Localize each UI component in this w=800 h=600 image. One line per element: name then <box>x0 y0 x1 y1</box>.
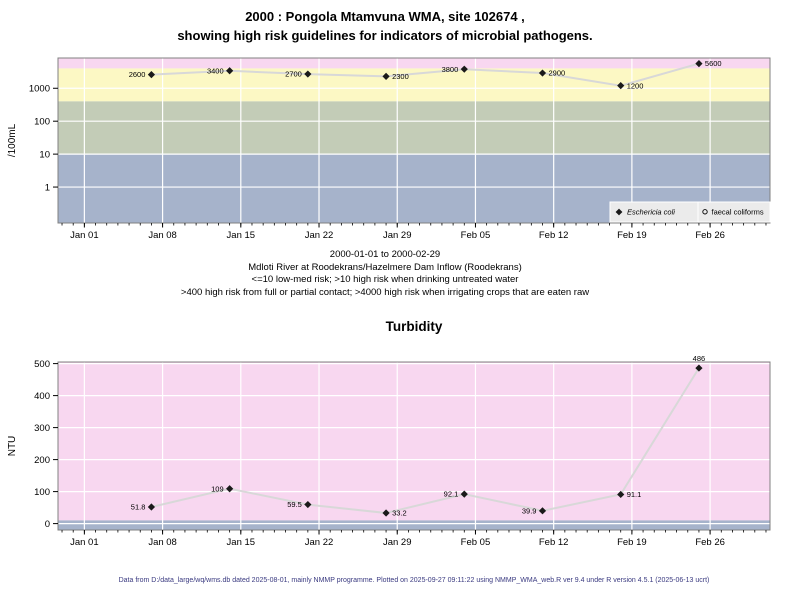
ecoli-marker-icon <box>615 208 623 216</box>
y-tick-label: 200 <box>34 455 50 466</box>
x-tick-label: Feb 26 <box>695 537 725 548</box>
data-point <box>304 500 312 509</box>
y-tick-label: 0 <box>45 519 50 530</box>
turbidity-chart: 51.8 109 59.5 33.2 92.1 39.9 91.1 486 Jan 01 Jan … <box>7 354 771 548</box>
y-tick-label: 500 <box>34 359 50 370</box>
data-point <box>538 507 547 515</box>
data-point <box>226 485 234 493</box>
data-point-label: 2600 <box>129 70 146 79</box>
data-point-label: 109 <box>211 484 224 493</box>
data-point-label: 33.2 <box>392 509 407 518</box>
data-point-label: 5600 <box>705 59 722 68</box>
y-axis-label: NTU <box>7 436 18 457</box>
x-tick-label: Jan 08 <box>148 230 177 241</box>
caption-risk-line-2: >400 high risk from full or partial cont… <box>180 286 590 298</box>
x-tick-label: Jan 22 <box>305 230 334 241</box>
x-tick-label: Feb 12 <box>539 230 569 241</box>
guideline-band <box>58 101 770 155</box>
data-point-label: 3400 <box>207 66 224 75</box>
y-tick-label: 100 <box>34 116 50 127</box>
y-tick-label: 10 <box>39 149 50 160</box>
y-tick-label: 100 <box>34 487 50 498</box>
microbial-chart: 2600 3400 2700 2300 3800 2900 1200 5600 Jan 01 Ja… <box>7 57 771 241</box>
x-tick-label: Feb 05 <box>461 537 491 548</box>
data-point-label: 39.9 <box>522 506 537 515</box>
data-point-label: 2900 <box>548 69 565 78</box>
plot-border <box>57 361 771 531</box>
data-point-label: 486 <box>693 354 706 363</box>
data-point-label: 2700 <box>285 70 302 79</box>
caption-risk-line-1: <=10 low-med risk; >10 high risk when dr… <box>251 274 519 286</box>
y-tick-label: 1000 <box>29 84 50 95</box>
title-line-2: showing high risk guidelines for indicat… <box>177 28 593 43</box>
data-point <box>304 70 312 78</box>
data-point-label: 51.8 <box>131 503 146 512</box>
plot-border <box>57 57 771 224</box>
data-point <box>695 60 703 68</box>
x-tick-label: Jan 29 <box>383 537 412 548</box>
guideline-band <box>58 520 770 530</box>
data-point <box>382 509 390 517</box>
y-tick-label: 300 <box>34 423 50 434</box>
data-point <box>617 490 625 499</box>
guideline-band <box>58 362 770 521</box>
legend-label-faecal-coliforms: faecal coliforms <box>712 208 764 217</box>
data-point-label: 3800 <box>442 65 459 74</box>
y-tick-label: 1 <box>45 182 50 193</box>
x-tick-label: Jan 15 <box>227 230 256 241</box>
legend-label-ecoli: Eschericia coli <box>627 208 675 217</box>
data-point <box>147 71 156 79</box>
x-tick-label: Feb 19 <box>617 230 647 241</box>
page-title: 2000 : Pongola Mtamvuna WMA, site 102674… <box>0 7 770 45</box>
x-tick-label: Feb 26 <box>695 230 725 241</box>
footer-provenance-text: Data from D:/data_large/wq/wms.db dated … <box>118 577 710 584</box>
data-point <box>382 72 390 80</box>
data-point-label: 92.1 <box>444 490 459 499</box>
y-axis-label: /100mL <box>7 123 18 157</box>
data-point-label: 59.5 <box>287 500 302 509</box>
series-line <box>151 62 700 87</box>
y-tick-label: 400 <box>34 391 50 402</box>
series-line <box>151 367 700 515</box>
faecal-coliforms-marker-icon <box>702 209 708 215</box>
caption-date-range: 2000-01-01 to 2000-02-29 <box>329 249 441 260</box>
data-point-label: 2300 <box>392 72 409 81</box>
data-point <box>617 82 625 90</box>
guideline-band <box>58 58 770 69</box>
data-point-label: 91.1 <box>627 490 642 499</box>
microbial-chart-caption: 2000-01-01 to 2000-02-29 Mdloti River at… <box>0 249 770 299</box>
data-point <box>460 490 468 498</box>
x-tick-label: Jan 29 <box>383 230 412 241</box>
x-tick-label: Jan 08 <box>148 537 177 548</box>
data-point <box>226 67 234 75</box>
x-tick-label: Feb 12 <box>539 537 569 548</box>
caption-site-name: Mdloti River at Roodekrans/Hazelmere Dam… <box>248 261 522 273</box>
data-point <box>460 65 468 73</box>
legend-box <box>609 201 771 223</box>
data-point-label: 1200 <box>627 81 644 90</box>
x-tick-label: Jan 01 <box>70 537 99 548</box>
title-line-1: 2000 : Pongola Mtamvuna WMA, site 102674… <box>245 9 525 24</box>
data-point <box>147 503 156 511</box>
legend: Eschericia coli faecal coliforms <box>609 201 771 223</box>
x-tick-label: Jan 01 <box>70 230 99 241</box>
data-point <box>695 364 703 372</box>
x-tick-label: Feb 05 <box>461 230 491 241</box>
x-tick-label: Jan 22 <box>305 537 334 548</box>
turbidity-chart-title: Turbidity <box>385 319 443 334</box>
x-tick-label: Jan 15 <box>227 537 256 548</box>
x-tick-label: Feb 19 <box>617 537 647 548</box>
data-point <box>538 69 547 77</box>
